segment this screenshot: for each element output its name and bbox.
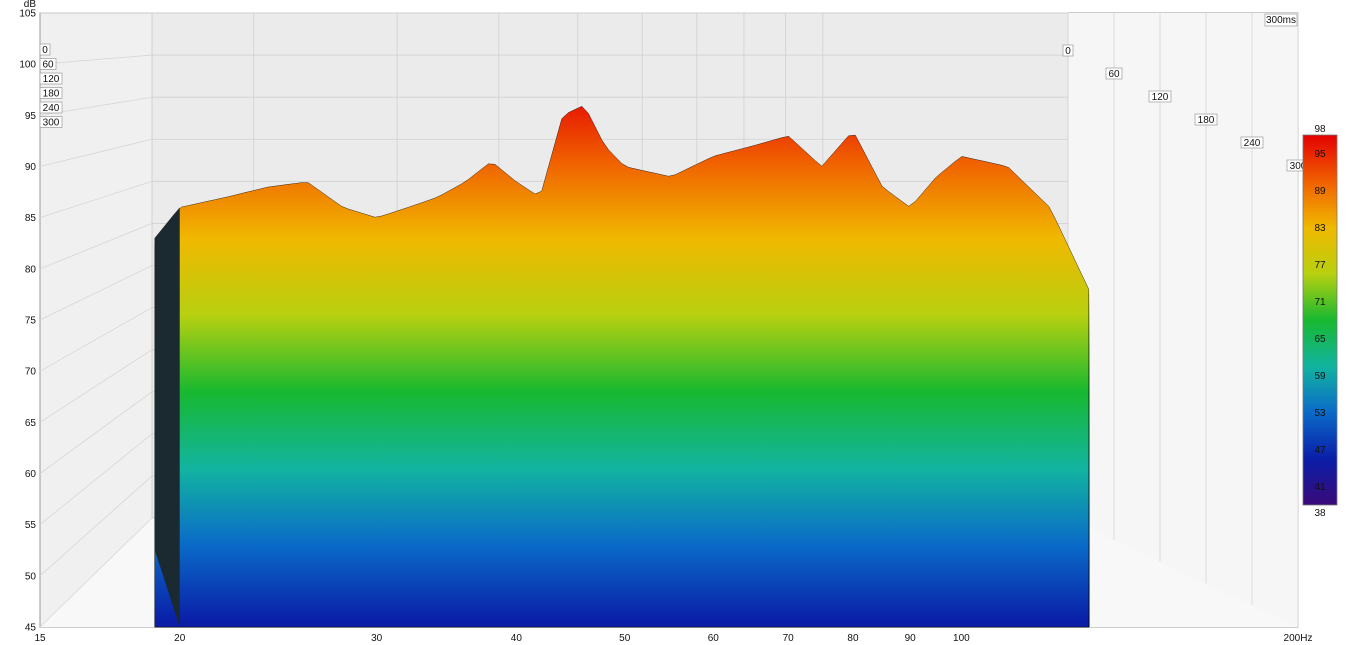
color-tick-label: 59 xyxy=(1314,371,1326,382)
x-tick-label: 90 xyxy=(905,633,917,644)
y-unit-label: dB xyxy=(24,0,37,10)
color-bar xyxy=(1302,134,1338,506)
color-tick-label: 83 xyxy=(1314,223,1326,234)
x-tick-label: 70 xyxy=(783,633,795,644)
left-grid-line xyxy=(39,307,153,372)
y-tick-label: 55 xyxy=(25,520,37,531)
time-range-label: 300ms xyxy=(1266,15,1296,26)
z-tick-label-left: 60 xyxy=(42,60,54,71)
color-tick-label: 47 xyxy=(1314,445,1326,456)
left-grid-line xyxy=(39,265,153,321)
color-scale-bar: 38 41 47 53 59 65 71 77 83 89 95 98 xyxy=(1302,124,1338,519)
z-tick-label-left: 180 xyxy=(43,89,60,100)
left-grid-line xyxy=(39,54,153,65)
side-wall xyxy=(1068,13,1298,627)
z-tick-box-left xyxy=(39,72,63,85)
left-edge-shadow xyxy=(154,207,180,627)
x-tick-label: 80 xyxy=(847,633,859,644)
z-tick-label: 240 xyxy=(1244,138,1261,149)
color-tick-label: 41 xyxy=(1314,482,1326,493)
color-tick-label: 65 xyxy=(1314,334,1326,345)
y-tick-label: 70 xyxy=(25,367,37,378)
z-tick-label-left: 240 xyxy=(43,103,60,114)
z-tick-label-left: 0 xyxy=(42,45,48,56)
z-tick-box xyxy=(1194,113,1218,126)
left-grid-line xyxy=(39,517,153,628)
left-grid-line xyxy=(39,475,153,577)
color-tick-label: 77 xyxy=(1314,260,1326,271)
x-tick-label: 30 xyxy=(371,633,383,644)
color-tick-label: 38 xyxy=(1314,508,1326,519)
z-tick-box-left xyxy=(39,58,57,70)
y-tick-label: 65 xyxy=(25,418,37,429)
x-tick-label: 40 xyxy=(511,633,523,644)
color-tick-label: 89 xyxy=(1314,186,1326,197)
x-tick-label: 20 xyxy=(174,633,186,644)
z-tick-label: 60 xyxy=(1108,69,1120,80)
z-axis-ticks: 0 0 60 60 120 120 180 180 240 240 300 300 xyxy=(39,43,1310,172)
x-axis-ticks: 15 20 30 40 50 60 70 80 90 100 200Hz xyxy=(34,633,1312,644)
time-slice xyxy=(154,106,1090,628)
x-tick-label: 200Hz xyxy=(1284,633,1313,644)
y-tick-label: 45 xyxy=(25,623,37,634)
y-tick-label: 60 xyxy=(25,469,37,480)
z-tick-label-left: 120 xyxy=(43,74,60,85)
z-tick-box xyxy=(1148,90,1172,103)
left-grid-line xyxy=(39,433,153,525)
y-tick-label: 75 xyxy=(25,316,37,327)
x-tick-label: 15 xyxy=(34,633,46,644)
z-tick-box-left xyxy=(39,116,63,128)
left-grid-line xyxy=(39,180,153,219)
y-tick-label: 95 xyxy=(25,111,37,122)
left-grid-line xyxy=(39,138,153,167)
z-tick-box xyxy=(1240,136,1264,149)
y-tick-label: 85 xyxy=(25,213,37,224)
z-tick-label-left: 300 xyxy=(43,118,60,129)
left-grid-line xyxy=(39,223,153,270)
z-tick-label: 300 xyxy=(1290,161,1307,172)
left-grid-line xyxy=(39,349,153,423)
z-tick-box xyxy=(1062,44,1074,57)
z-tick-label: 0 xyxy=(1065,46,1071,57)
color-tick-label: 95 xyxy=(1314,149,1326,160)
y-tick-label: 80 xyxy=(25,264,37,275)
waterfall-surface xyxy=(154,106,1090,628)
y-tick-label: 100 xyxy=(19,60,36,71)
color-tick-label: 53 xyxy=(1314,408,1326,419)
z-tick-label: 180 xyxy=(1198,115,1215,126)
y-tick-label: 50 xyxy=(25,571,37,582)
z-tick-box xyxy=(1105,67,1123,80)
y-tick-label: 90 xyxy=(25,162,37,173)
color-tick-label: 71 xyxy=(1314,297,1326,308)
time-corner-label: 300ms xyxy=(1264,13,1298,27)
x-tick-label: 50 xyxy=(619,633,631,644)
y-tick-label: 105 xyxy=(19,9,36,20)
color-tick-label: 98 xyxy=(1314,124,1326,135)
x-tick-label: 100 xyxy=(953,633,970,644)
left-grid-line xyxy=(39,391,153,474)
z-tick-box-left xyxy=(39,43,51,56)
z-tick-label: 120 xyxy=(1152,92,1169,103)
z-tick-box-left xyxy=(39,101,63,114)
y-axis-ticks: 45 50 55 60 65 70 75 80 85 90 95 100 105 xyxy=(19,9,36,634)
x-tick-label: 60 xyxy=(708,633,720,644)
z-tick-box-left xyxy=(39,87,63,99)
